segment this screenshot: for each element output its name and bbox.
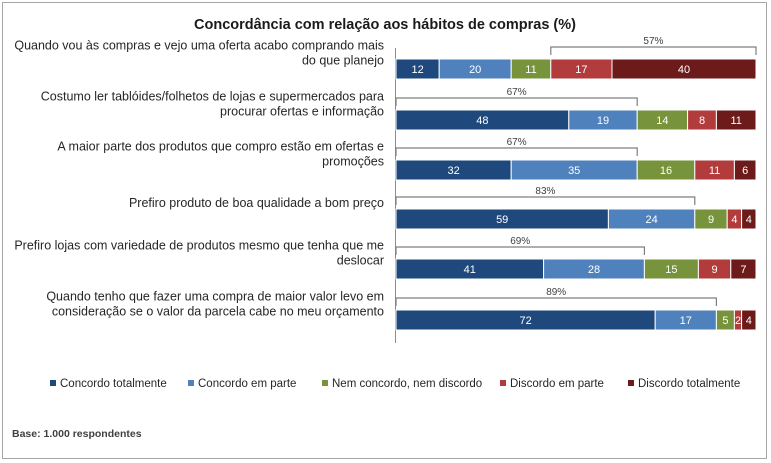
bar-segment-4-4 bbox=[730, 258, 757, 280]
legend-swatch-0 bbox=[50, 380, 56, 386]
data-label-5-2: 5 bbox=[722, 315, 728, 327]
data-label-0-4: 40 bbox=[678, 64, 690, 76]
data-label-3-4: 4 bbox=[746, 214, 752, 226]
data-label-0-0: 12 bbox=[411, 64, 423, 76]
data-label-5-4: 4 bbox=[746, 315, 752, 327]
data-label-4-4: 7 bbox=[740, 264, 746, 276]
data-label-3-0: 59 bbox=[496, 214, 508, 226]
bar-segment-3-4 bbox=[741, 208, 757, 230]
legend-label-0: Concordo totalmente bbox=[60, 378, 167, 390]
data-label-3-1: 24 bbox=[645, 214, 657, 226]
data-label-4-2: 15 bbox=[665, 264, 677, 276]
legend-swatch-4 bbox=[628, 380, 634, 386]
bracket-label-5: 89% bbox=[546, 287, 566, 298]
bracket-label-3: 83% bbox=[535, 186, 555, 197]
data-label-5-1: 17 bbox=[680, 315, 692, 327]
data-label-4-0: 41 bbox=[464, 264, 476, 276]
bar-segment-1-4 bbox=[715, 109, 757, 131]
bracket-5 bbox=[395, 297, 717, 306]
data-label-3-2: 9 bbox=[708, 214, 714, 226]
category-label-0: Quando vou às compras e vejo uma oferta … bbox=[14, 39, 384, 68]
data-label-0-3: 17 bbox=[575, 64, 587, 76]
category-label-4: Prefiro lojas com variedade de produtos … bbox=[14, 239, 384, 268]
category-label-2: A maior parte dos produtos que compro es… bbox=[57, 140, 384, 169]
data-label-4-1: 28 bbox=[588, 264, 600, 276]
data-label-2-3: 11 bbox=[709, 165, 720, 177]
data-label-0-2: 11 bbox=[525, 64, 536, 76]
bar-segment-2-4 bbox=[733, 159, 757, 181]
chart-title: Concordância com relação aos hábitos de … bbox=[194, 17, 576, 33]
bracket-0 bbox=[550, 46, 757, 55]
legend-swatch-2 bbox=[322, 380, 328, 386]
data-label-5-3: 2 bbox=[735, 315, 741, 327]
data-label-1-1: 19 bbox=[597, 115, 609, 127]
legend-swatch-3 bbox=[500, 380, 506, 386]
bar-segment-5-4 bbox=[741, 309, 757, 331]
category-label-3: Prefiro produto de boa qualidade a bom p… bbox=[129, 196, 384, 210]
bracket-3 bbox=[395, 196, 696, 205]
legend-label-4: Discordo totalmente bbox=[638, 378, 740, 390]
data-label-1-0: 48 bbox=[476, 115, 488, 127]
bracket-2 bbox=[395, 147, 638, 156]
data-label-5-0: 72 bbox=[519, 315, 531, 327]
bar-segment-0-4 bbox=[611, 58, 757, 80]
chart-frame bbox=[2, 2, 767, 459]
bracket-4 bbox=[395, 246, 645, 255]
bracket-label-0: 57% bbox=[643, 36, 663, 47]
data-label-0-1: 20 bbox=[469, 64, 481, 76]
data-label-3-3: 4 bbox=[731, 214, 737, 226]
category-label-1: Costumo ler tablóides/folhetos de lojas … bbox=[41, 90, 384, 119]
bracket-label-2: 67% bbox=[507, 137, 527, 148]
data-label-1-4: 11 bbox=[730, 115, 741, 127]
footnote: Base: 1.000 respondentes bbox=[12, 428, 142, 440]
legend-label-2: Nem concordo, nem discordo bbox=[332, 378, 482, 390]
legend-swatch-1 bbox=[188, 380, 194, 386]
data-label-2-2: 16 bbox=[660, 165, 672, 177]
bracket-1 bbox=[395, 97, 638, 106]
data-label-2-4: 6 bbox=[742, 165, 748, 177]
data-label-1-3: 8 bbox=[699, 115, 705, 127]
legend-label-3: Discordo em parte bbox=[510, 378, 604, 390]
legend-label-1: Concordo em parte bbox=[198, 378, 296, 390]
data-label-1-2: 14 bbox=[656, 115, 668, 127]
bracket-label-4: 69% bbox=[510, 236, 530, 247]
data-label-2-1: 35 bbox=[568, 165, 580, 177]
data-label-2-0: 32 bbox=[447, 165, 459, 177]
category-label-5: Quando tenho que fazer uma compra de mai… bbox=[46, 290, 384, 319]
data-label-4-3: 9 bbox=[712, 264, 718, 276]
bracket-label-1: 67% bbox=[507, 87, 527, 98]
